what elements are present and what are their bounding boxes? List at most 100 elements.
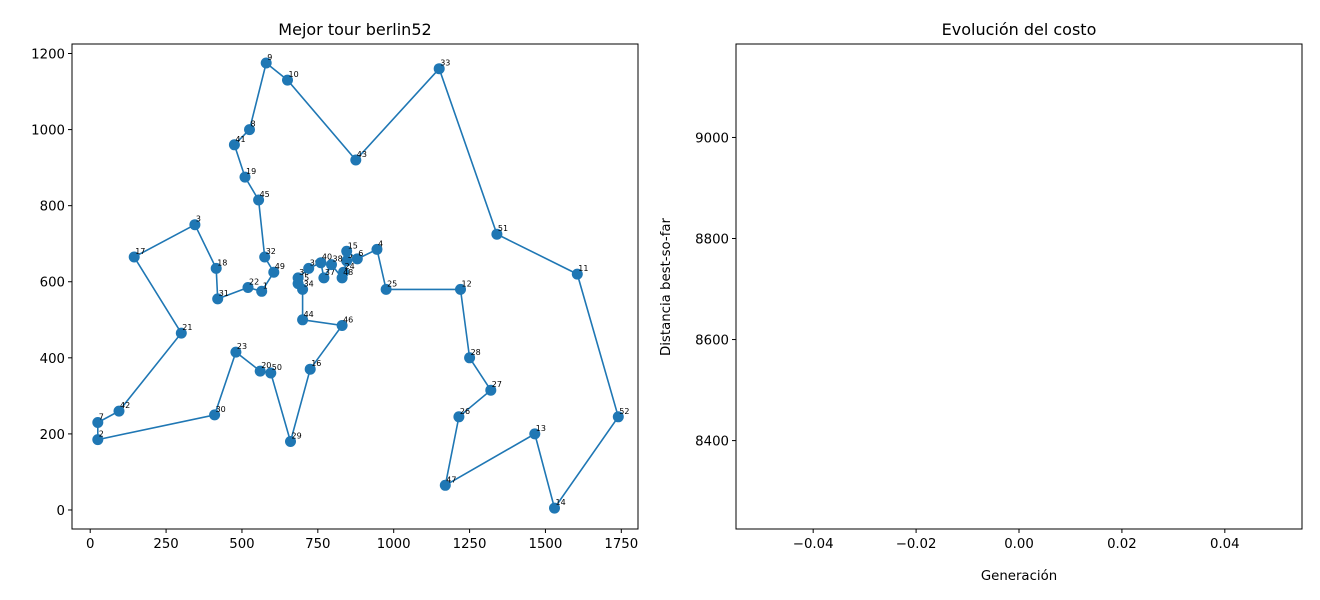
cost-x-tick-label: 0.04 xyxy=(1210,537,1240,552)
city-point-5 xyxy=(341,255,353,267)
city-point-52 xyxy=(612,411,624,423)
tour-y-tick-label: 800 xyxy=(40,200,65,215)
city-point-36 xyxy=(292,272,304,284)
tour-y-tick-label: 1000 xyxy=(31,124,65,139)
tour-panel: Mejor tour berlin52 12345678910111213141… xyxy=(31,20,639,552)
city-point-2 xyxy=(92,434,104,446)
city-label-37: 37 xyxy=(325,268,335,277)
cost-y-axis: 8400 8600 8800 9000 xyxy=(695,131,736,450)
city-label-31: 31 xyxy=(219,289,229,298)
city-label-51: 51 xyxy=(498,224,508,233)
city-point-22 xyxy=(242,282,254,293)
tour-x-axis: 0 250 500 750 1000 1250 1500 1750 xyxy=(86,529,638,552)
tour-plot-area: 1234567891011121314151617181920212223242… xyxy=(92,53,629,514)
city-label-30: 30 xyxy=(216,405,226,414)
city-point-27 xyxy=(485,384,497,396)
city-label-10: 10 xyxy=(289,70,299,79)
city-label-46: 46 xyxy=(343,316,353,325)
cost-axes-frame xyxy=(735,43,1303,530)
tour-x-tick-label: 1250 xyxy=(453,537,487,552)
city-point-50 xyxy=(265,367,277,379)
tour-chart-title: Mejor tour berlin52 xyxy=(278,20,431,39)
tour-x-tick-label: 250 xyxy=(153,537,178,552)
city-label-28: 28 xyxy=(471,348,481,357)
city-label-16: 16 xyxy=(311,359,321,368)
city-point-9 xyxy=(260,57,272,69)
city-label-9: 9 xyxy=(267,53,272,62)
cost-x-tick-label: 0.02 xyxy=(1107,537,1137,552)
city-label-4: 4 xyxy=(378,239,383,248)
city-label-22: 22 xyxy=(249,278,259,287)
city-label-33: 33 xyxy=(440,59,450,68)
cost-y-tick-label: 8600 xyxy=(695,334,729,349)
city-point-26 xyxy=(453,411,465,423)
city-point-43 xyxy=(350,154,362,166)
city-label-11: 11 xyxy=(578,264,588,273)
city-label-1: 1 xyxy=(263,281,268,290)
city-point-16 xyxy=(304,363,316,375)
city-point-39 xyxy=(303,262,315,274)
city-point-20 xyxy=(254,365,266,377)
city-label-6: 6 xyxy=(358,249,363,258)
city-label-24: 24 xyxy=(345,262,355,271)
city-label-14: 14 xyxy=(556,498,566,507)
city-point-32 xyxy=(259,251,271,263)
tour-x-tick-label: 0 xyxy=(86,537,94,552)
city-point-30 xyxy=(209,409,221,421)
city-label-43: 43 xyxy=(357,150,367,159)
city-label-13: 13 xyxy=(536,424,546,433)
city-label-26: 26 xyxy=(460,407,470,416)
cost-x-tick-label: 0.00 xyxy=(1004,537,1034,552)
tour-y-axis: 0 200 400 600 800 1000 1200 xyxy=(31,48,72,519)
city-point-17 xyxy=(128,251,140,263)
city-point-31 xyxy=(212,293,224,305)
city-label-49: 49 xyxy=(275,262,285,271)
tour-y-tick-label: 0 xyxy=(57,504,65,519)
city-point-25 xyxy=(380,283,392,295)
city-label-35: 35 xyxy=(299,274,309,283)
city-point-21 xyxy=(175,327,187,339)
cost-x-axis: −0.04 −0.02 0.00 0.02 0.04 xyxy=(793,529,1240,552)
cost-x-tick-label: −0.02 xyxy=(896,537,937,552)
city-label-39: 39 xyxy=(310,258,320,267)
city-point-7 xyxy=(92,417,104,428)
city-point-47 xyxy=(439,479,451,491)
tour-x-tick-label: 750 xyxy=(305,537,330,552)
city-label-52: 52 xyxy=(619,407,629,416)
city-point-13 xyxy=(529,428,541,440)
cost-x-tick-label: −0.04 xyxy=(793,537,834,552)
city-point-23 xyxy=(230,346,242,358)
city-point-41 xyxy=(228,139,240,151)
city-label-29: 29 xyxy=(292,432,302,441)
city-label-23: 23 xyxy=(237,342,247,351)
city-point-51 xyxy=(491,228,503,240)
tour-x-tick-label: 1000 xyxy=(377,537,411,552)
cost-y-tick-label: 8400 xyxy=(695,435,729,450)
city-label-3: 3 xyxy=(196,215,201,224)
city-label-38: 38 xyxy=(333,255,343,264)
city-label-20: 20 xyxy=(261,361,271,370)
tour-y-tick-label: 600 xyxy=(40,276,65,291)
city-label-34: 34 xyxy=(304,279,314,288)
city-point-40 xyxy=(315,257,327,269)
cost-panel: Evolución del costo −0.04 −0.02 0.00 0.02 0.… xyxy=(659,20,1303,584)
city-label-8: 8 xyxy=(251,120,256,129)
cost-x-axis-label: Generación xyxy=(981,568,1057,584)
city-label-47: 47 xyxy=(446,475,456,484)
city-point-48 xyxy=(336,272,348,284)
city-point-4 xyxy=(371,243,383,255)
tour-x-tick-label: 500 xyxy=(229,537,254,552)
city-label-50: 50 xyxy=(272,363,282,372)
tour-y-tick-label: 400 xyxy=(40,352,65,367)
city-point-44 xyxy=(297,314,309,326)
city-label-7: 7 xyxy=(99,413,104,422)
city-label-44: 44 xyxy=(304,310,314,319)
city-label-21: 21 xyxy=(182,323,192,332)
city-point-14 xyxy=(549,502,560,514)
city-point-11 xyxy=(571,268,583,280)
city-label-15: 15 xyxy=(348,241,358,250)
city-point-42 xyxy=(113,405,125,417)
city-point-28 xyxy=(464,352,476,364)
city-label-12: 12 xyxy=(462,279,472,288)
